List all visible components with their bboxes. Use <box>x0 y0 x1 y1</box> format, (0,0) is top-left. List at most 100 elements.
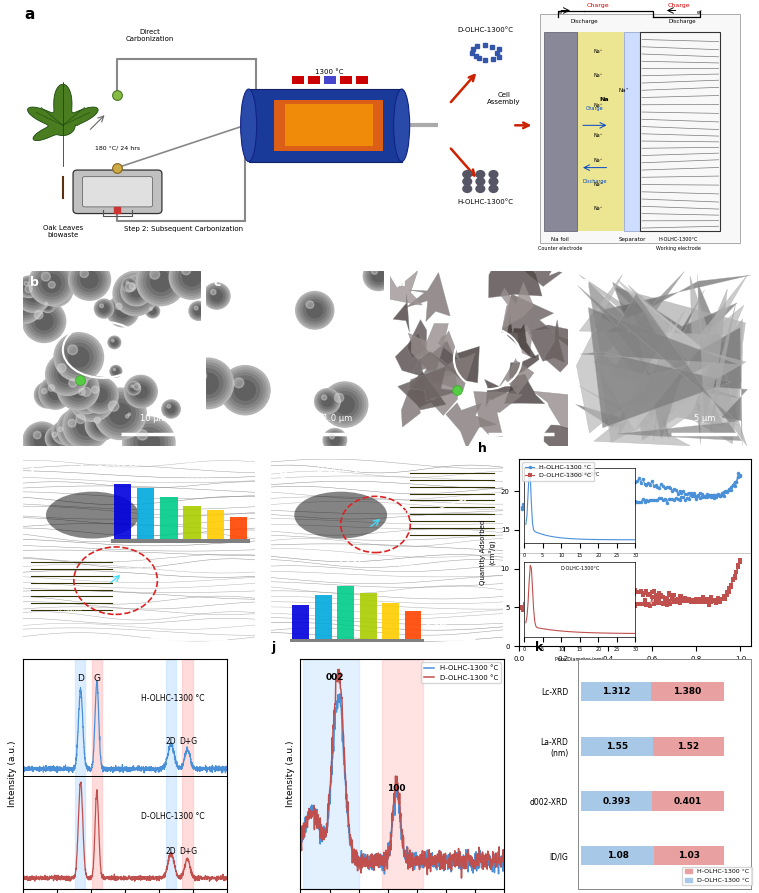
Circle shape <box>69 379 77 388</box>
Circle shape <box>25 423 59 458</box>
Circle shape <box>44 302 52 310</box>
Circle shape <box>115 273 156 313</box>
Circle shape <box>181 266 191 275</box>
D-OLHC-1300 °C <box>691 597 701 607</box>
Circle shape <box>150 270 159 280</box>
Text: 0.374 nm: 0.374 nm <box>387 509 414 514</box>
Circle shape <box>222 368 268 413</box>
Polygon shape <box>597 319 742 442</box>
Circle shape <box>33 265 70 302</box>
Text: 10 μm: 10 μm <box>140 414 167 423</box>
Circle shape <box>23 280 35 293</box>
H-OLHC-1300 °C <box>565 497 574 507</box>
Circle shape <box>68 419 76 427</box>
D-OLHC-1300 °C <box>669 597 679 607</box>
Legend: H-OLHC-1300 °C, D-OLHC-1300 °C: H-OLHC-1300 °C, D-OLHC-1300 °C <box>522 462 594 481</box>
Circle shape <box>131 424 167 461</box>
Polygon shape <box>528 325 572 363</box>
Circle shape <box>46 383 65 402</box>
Circle shape <box>129 283 136 289</box>
Circle shape <box>52 432 57 437</box>
H-OLHC-1300 °C <box>335 689 345 699</box>
Text: Na⁺: Na⁺ <box>594 104 603 108</box>
Text: D-OLHC-1300 °C: D-OLHC-1300 °C <box>140 812 204 821</box>
Circle shape <box>83 389 102 408</box>
D-OLHC-1300 °C <box>480 856 490 867</box>
Circle shape <box>301 297 328 323</box>
Circle shape <box>61 372 96 406</box>
Bar <box>654 847 723 865</box>
Circle shape <box>128 282 145 299</box>
Polygon shape <box>579 275 745 406</box>
Circle shape <box>69 380 103 413</box>
Polygon shape <box>407 320 427 358</box>
Circle shape <box>15 295 32 312</box>
Polygon shape <box>489 260 542 297</box>
Text: Charge: Charge <box>667 4 690 9</box>
Circle shape <box>34 311 43 319</box>
Circle shape <box>129 384 139 393</box>
Circle shape <box>124 375 157 408</box>
Circle shape <box>123 413 136 425</box>
Circle shape <box>190 365 226 401</box>
Circle shape <box>94 388 146 439</box>
Y-axis label: Intensity (a.u.): Intensity (a.u.) <box>8 740 17 807</box>
Circle shape <box>316 390 339 413</box>
Polygon shape <box>402 371 432 427</box>
Text: h: h <box>477 442 487 455</box>
Circle shape <box>190 302 207 320</box>
Circle shape <box>234 378 244 388</box>
Polygon shape <box>431 353 475 390</box>
Polygon shape <box>474 391 522 437</box>
Circle shape <box>169 255 215 299</box>
Circle shape <box>96 390 144 438</box>
Circle shape <box>17 278 50 311</box>
Polygon shape <box>408 323 449 377</box>
Circle shape <box>33 431 41 438</box>
Circle shape <box>173 259 210 296</box>
Circle shape <box>46 353 89 396</box>
Circle shape <box>77 388 96 406</box>
H-OLHC-1300 °C <box>500 850 509 861</box>
Polygon shape <box>517 325 532 356</box>
Text: 180 °C/ 24 hrs: 180 °C/ 24 hrs <box>95 146 140 151</box>
Ellipse shape <box>294 492 387 538</box>
Circle shape <box>102 396 139 432</box>
Circle shape <box>76 414 86 423</box>
H-OLHC-1300 °C <box>361 856 370 867</box>
Circle shape <box>45 303 51 308</box>
Circle shape <box>167 405 171 408</box>
Circle shape <box>34 433 50 448</box>
Text: e⁻: e⁻ <box>697 10 703 14</box>
Polygon shape <box>509 355 539 379</box>
Polygon shape <box>580 307 739 428</box>
Circle shape <box>121 410 138 428</box>
Circle shape <box>97 302 111 315</box>
Circle shape <box>137 430 147 440</box>
Text: Na⁺: Na⁺ <box>594 182 603 187</box>
Text: 1.03: 1.03 <box>678 851 700 860</box>
Circle shape <box>112 339 114 342</box>
Polygon shape <box>438 331 460 360</box>
Line: H-OLHC-1300 °C: H-OLHC-1300 °C <box>520 472 742 511</box>
Circle shape <box>179 264 205 290</box>
Circle shape <box>489 171 498 178</box>
Circle shape <box>183 268 201 286</box>
Circle shape <box>328 433 342 446</box>
Circle shape <box>40 275 71 305</box>
Polygon shape <box>501 282 534 329</box>
Text: 0.401: 0.401 <box>674 797 702 805</box>
Circle shape <box>29 261 74 305</box>
Circle shape <box>111 338 118 346</box>
Circle shape <box>107 296 139 327</box>
Circle shape <box>39 377 72 409</box>
Circle shape <box>42 388 47 394</box>
Circle shape <box>146 305 159 317</box>
Bar <box>581 847 654 865</box>
Circle shape <box>125 411 137 421</box>
Circle shape <box>58 365 76 383</box>
Circle shape <box>20 278 38 296</box>
Bar <box>324 76 336 84</box>
Circle shape <box>130 285 143 296</box>
Circle shape <box>476 185 485 192</box>
